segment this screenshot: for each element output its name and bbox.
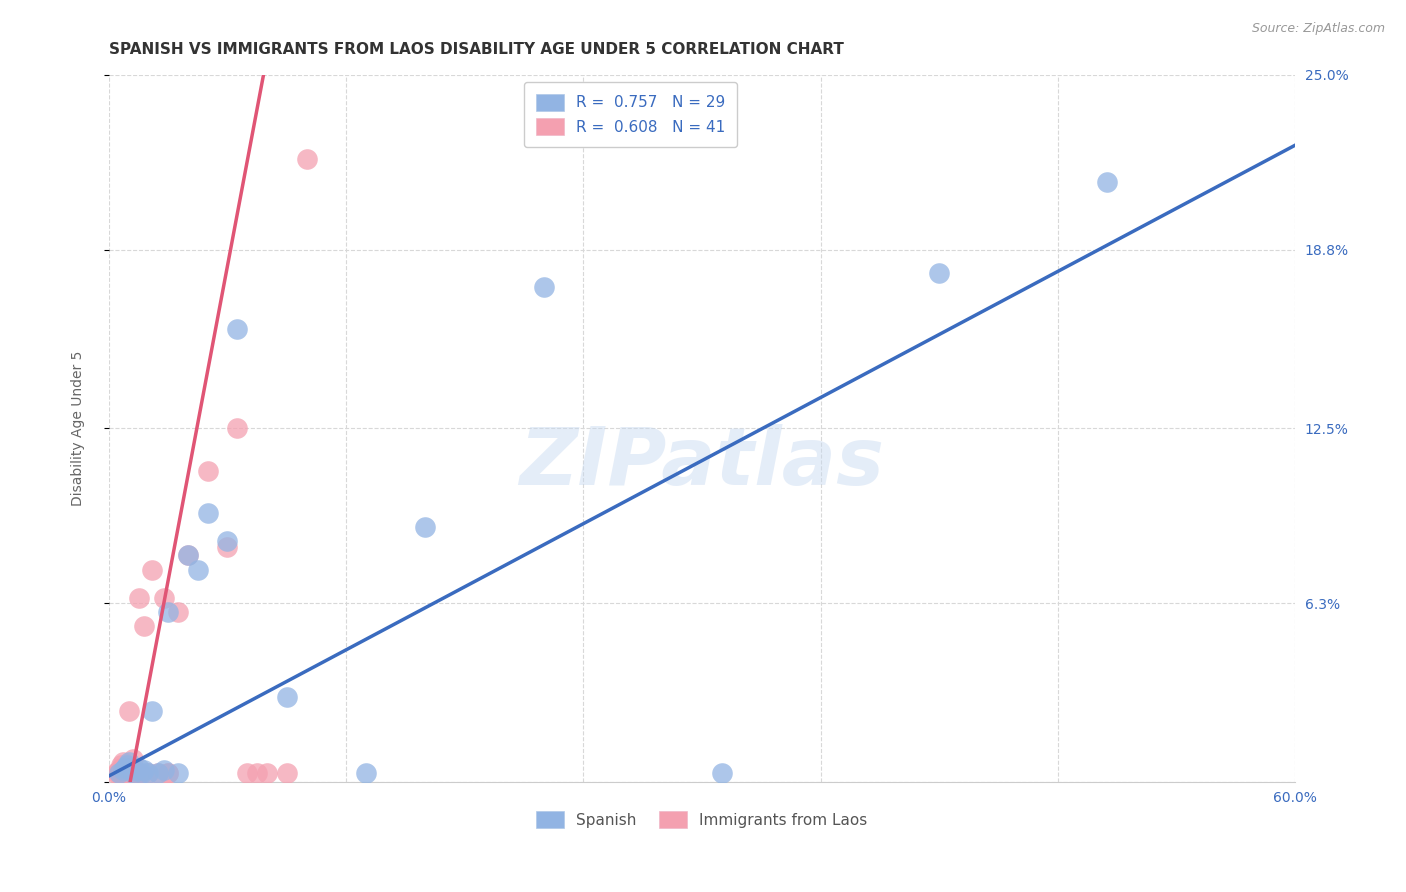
Legend: Spanish, Immigrants from Laos: Spanish, Immigrants from Laos — [530, 805, 873, 834]
Point — [217, 540, 239, 554]
Point — [104, 766, 127, 780]
Point — [187, 562, 209, 576]
Point — [167, 766, 190, 780]
Text: SPANISH VS IMMIGRANTS FROM LAOS DISABILITY AGE UNDER 5 CORRELATION CHART: SPANISH VS IMMIGRANTS FROM LAOS DISABILI… — [108, 42, 844, 57]
Point — [217, 534, 239, 549]
Point — [928, 266, 950, 280]
Point — [115, 757, 138, 772]
Point — [124, 766, 146, 780]
Point — [128, 591, 150, 605]
Point — [295, 153, 318, 167]
Point — [117, 704, 139, 718]
Point — [110, 760, 132, 774]
Point — [256, 766, 278, 780]
Point — [157, 766, 180, 780]
Point — [107, 766, 129, 780]
Text: ZIPatlas: ZIPatlas — [519, 425, 884, 502]
Point — [121, 752, 143, 766]
Point — [148, 766, 170, 780]
Point — [131, 766, 153, 780]
Point — [105, 766, 128, 780]
Point — [134, 619, 156, 633]
Point — [111, 764, 134, 778]
Point — [107, 766, 129, 780]
Point — [107, 764, 129, 778]
Point — [121, 766, 143, 780]
Point — [114, 760, 136, 774]
Point — [533, 279, 555, 293]
Point — [153, 591, 176, 605]
Point — [117, 766, 139, 780]
Point — [177, 549, 200, 563]
Point — [141, 562, 163, 576]
Point — [138, 766, 160, 780]
Y-axis label: Disability Age Under 5: Disability Age Under 5 — [72, 351, 86, 506]
Point — [110, 766, 132, 780]
Point — [121, 766, 143, 780]
Point — [120, 766, 142, 780]
Point — [120, 760, 142, 774]
Point — [276, 690, 298, 704]
Point — [115, 760, 138, 774]
Point — [114, 764, 136, 778]
Point — [246, 766, 269, 780]
Point — [710, 766, 733, 780]
Point — [124, 764, 146, 778]
Point — [157, 605, 180, 619]
Point — [128, 760, 150, 774]
Point — [197, 506, 219, 520]
Point — [125, 766, 148, 780]
Point — [111, 755, 134, 769]
Point — [226, 421, 249, 435]
Point — [153, 764, 176, 778]
Point — [128, 766, 150, 780]
Point — [141, 704, 163, 718]
Point — [413, 520, 436, 534]
Text: Source: ZipAtlas.com: Source: ZipAtlas.com — [1251, 22, 1385, 36]
Point — [110, 757, 132, 772]
Point — [276, 766, 298, 780]
Point — [1095, 175, 1118, 189]
Point — [197, 464, 219, 478]
Point — [236, 766, 259, 780]
Point — [114, 766, 136, 780]
Point — [111, 760, 134, 774]
Point — [129, 766, 152, 780]
Point — [138, 766, 160, 780]
Point — [167, 605, 190, 619]
Point — [117, 760, 139, 774]
Point — [111, 766, 134, 780]
Point — [354, 766, 377, 780]
Point — [117, 755, 139, 769]
Point — [226, 322, 249, 336]
Point — [148, 766, 170, 780]
Point — [157, 766, 180, 780]
Point — [134, 764, 156, 778]
Point — [177, 549, 200, 563]
